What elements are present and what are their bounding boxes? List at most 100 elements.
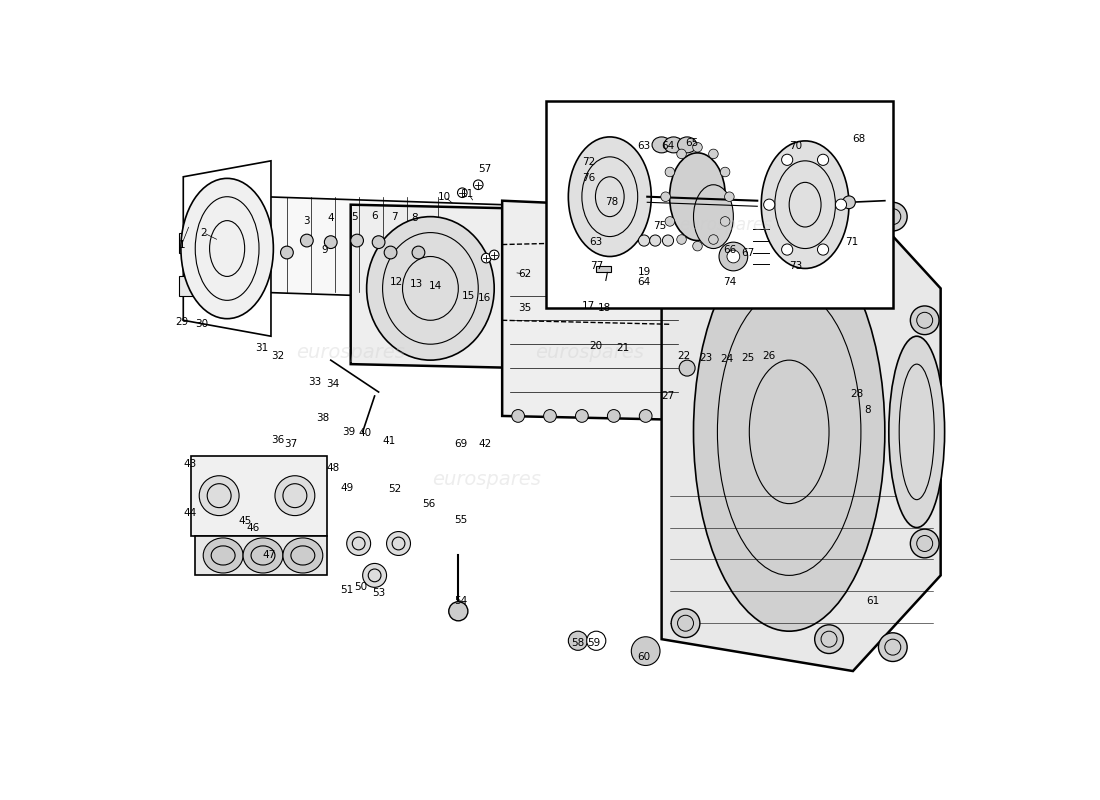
Polygon shape: [503, 201, 685, 420]
Circle shape: [638, 235, 650, 246]
Circle shape: [543, 410, 557, 422]
Circle shape: [815, 194, 844, 223]
Ellipse shape: [204, 538, 243, 573]
Circle shape: [384, 246, 397, 259]
Text: 52: 52: [388, 484, 401, 494]
Ellipse shape: [664, 137, 683, 153]
Text: 59: 59: [587, 638, 601, 648]
Text: 56: 56: [422, 498, 436, 509]
Circle shape: [346, 531, 371, 555]
Text: 74: 74: [723, 277, 736, 287]
Circle shape: [720, 167, 730, 177]
Text: 40: 40: [359, 429, 372, 438]
Circle shape: [631, 637, 660, 666]
Text: 45: 45: [239, 516, 252, 526]
Text: 55: 55: [454, 514, 467, 525]
Circle shape: [386, 531, 410, 555]
Text: 58: 58: [571, 638, 584, 648]
Circle shape: [363, 563, 386, 587]
Circle shape: [639, 410, 652, 422]
Circle shape: [676, 234, 686, 244]
Text: 30: 30: [195, 319, 208, 330]
Text: 77: 77: [590, 261, 603, 271]
Bar: [546, 101, 893, 308]
Circle shape: [662, 235, 673, 246]
Circle shape: [199, 476, 239, 515]
Text: 38: 38: [316, 413, 329, 422]
Circle shape: [720, 217, 730, 226]
Circle shape: [679, 360, 695, 376]
Circle shape: [879, 633, 908, 662]
Text: 19: 19: [637, 267, 651, 278]
Polygon shape: [191, 456, 327, 535]
Circle shape: [763, 199, 774, 210]
Text: 67: 67: [741, 247, 755, 258]
Circle shape: [650, 235, 661, 246]
Circle shape: [843, 196, 856, 209]
Circle shape: [324, 236, 337, 249]
Text: 14: 14: [429, 281, 442, 291]
Circle shape: [473, 180, 483, 190]
Text: 34: 34: [327, 379, 340, 389]
Circle shape: [671, 210, 700, 239]
Text: 46: 46: [246, 522, 260, 533]
Text: 1: 1: [178, 239, 185, 250]
Text: 11: 11: [461, 190, 474, 199]
Text: eurospares: eurospares: [296, 342, 405, 362]
Text: 70: 70: [789, 142, 802, 151]
Text: 51: 51: [340, 585, 353, 594]
Text: 60: 60: [638, 652, 650, 662]
Text: 22: 22: [678, 351, 691, 361]
Circle shape: [725, 192, 734, 202]
Circle shape: [782, 244, 793, 255]
Text: 63: 63: [590, 237, 603, 247]
Text: 54: 54: [454, 596, 467, 606]
Circle shape: [727, 250, 739, 263]
Text: 53: 53: [372, 588, 385, 598]
Polygon shape: [263, 197, 503, 300]
Circle shape: [607, 410, 620, 422]
Text: 7: 7: [392, 212, 398, 222]
Text: 31: 31: [255, 343, 268, 353]
Text: 35: 35: [518, 303, 531, 314]
Circle shape: [449, 602, 468, 621]
Circle shape: [676, 149, 686, 158]
Ellipse shape: [693, 185, 734, 249]
Ellipse shape: [693, 233, 884, 631]
Circle shape: [372, 236, 385, 249]
Text: 32: 32: [271, 351, 284, 361]
Circle shape: [412, 246, 425, 259]
Text: 75: 75: [653, 222, 667, 231]
Text: 25: 25: [741, 353, 755, 362]
Text: 48: 48: [327, 462, 340, 473]
Polygon shape: [195, 535, 327, 575]
Text: 69: 69: [454, 439, 467, 449]
Polygon shape: [351, 205, 526, 368]
Text: 6: 6: [372, 211, 378, 221]
Circle shape: [569, 631, 587, 650]
Text: 42: 42: [478, 439, 492, 449]
Text: 20: 20: [590, 341, 603, 350]
Text: 41: 41: [383, 437, 396, 446]
Bar: [179, 233, 194, 253]
Ellipse shape: [889, 336, 945, 527]
Ellipse shape: [243, 538, 283, 573]
Text: eurospares: eurospares: [536, 342, 645, 362]
Text: 17: 17: [582, 301, 595, 311]
Text: 13: 13: [409, 279, 422, 290]
Ellipse shape: [652, 137, 671, 153]
Text: 43: 43: [183, 458, 196, 469]
Text: 72: 72: [582, 158, 595, 167]
Circle shape: [458, 188, 468, 198]
Text: 9: 9: [322, 245, 329, 255]
Text: 8: 8: [411, 214, 418, 223]
Ellipse shape: [670, 153, 725, 241]
Circle shape: [490, 250, 499, 260]
Ellipse shape: [180, 178, 274, 318]
Text: eurospares: eurospares: [679, 216, 772, 234]
Circle shape: [708, 234, 718, 244]
Circle shape: [586, 631, 606, 650]
Text: 44: 44: [183, 508, 196, 518]
Ellipse shape: [678, 137, 696, 153]
Circle shape: [782, 154, 793, 166]
